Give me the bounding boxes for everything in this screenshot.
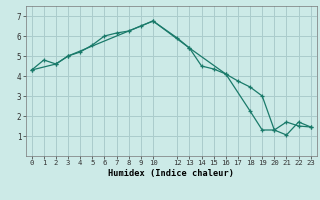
X-axis label: Humidex (Indice chaleur): Humidex (Indice chaleur) xyxy=(108,169,234,178)
